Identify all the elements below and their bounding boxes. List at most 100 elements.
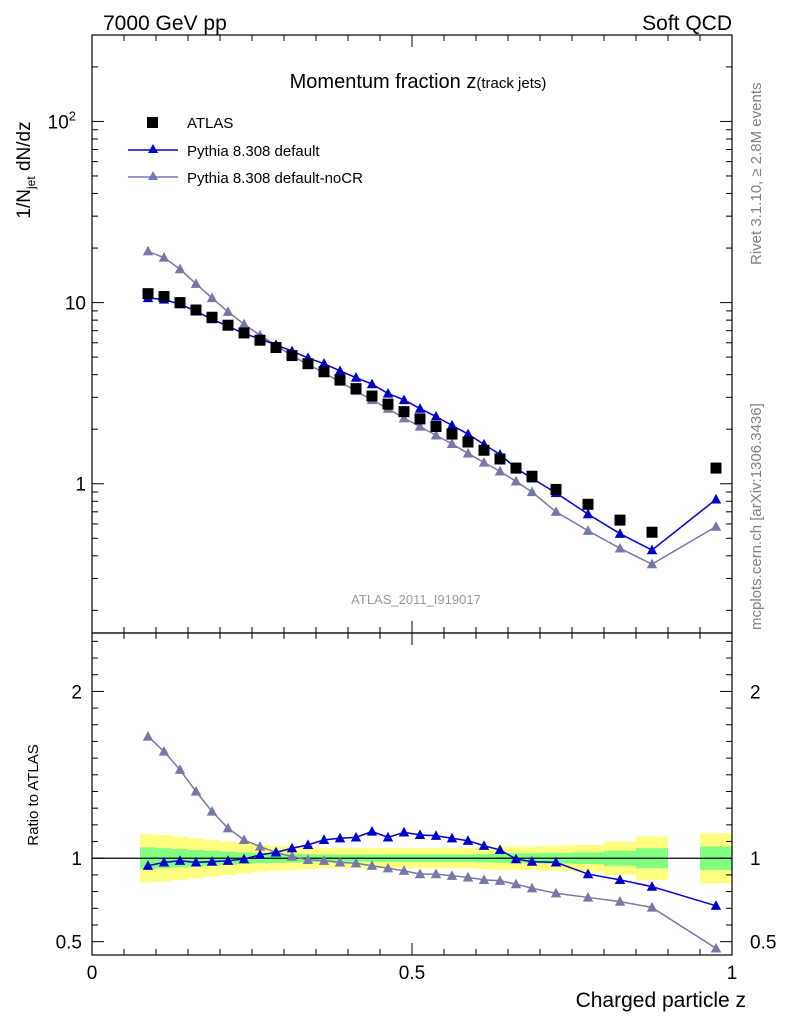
atlas-data-point — [614, 514, 626, 526]
default-main-marker — [710, 493, 722, 504]
nocr-ratio-marker — [174, 764, 186, 774]
atlas-data-point — [254, 334, 266, 346]
nocr-main-marker — [414, 421, 426, 431]
default-ratio-marker — [174, 855, 186, 865]
nocr-ratio-marker — [318, 855, 330, 865]
default-ratio-marker — [646, 881, 658, 891]
nocr-ratio-marker — [382, 862, 394, 873]
atlas-data-point — [582, 498, 594, 510]
ratio-marks — [142, 730, 722, 953]
atlas-data-point — [494, 453, 506, 465]
atlas-data-point — [190, 304, 202, 316]
main-marks — [142, 245, 722, 569]
nocr-ratio-marker — [286, 851, 298, 861]
atlas-data-point — [222, 319, 234, 331]
default-ratio-marker — [710, 900, 722, 910]
default-ratio-marker — [222, 855, 234, 865]
ratio-frame — [91, 632, 733, 956]
default-ratio-marker — [350, 831, 362, 842]
plot-title: Momentum fraction z(track jets) — [290, 71, 547, 93]
default-main-marker — [398, 394, 410, 405]
main-y-tick-label: 102 — [48, 108, 76, 133]
ratio-y-tick-label-right: 2 — [750, 682, 761, 703]
nocr-ratio-marker — [526, 882, 538, 893]
default-ratio-marker — [334, 832, 346, 843]
nocr-main-marker — [174, 263, 186, 274]
atlas-data-point — [510, 462, 522, 474]
x-tick-label: 0.5 — [399, 963, 425, 984]
atlas-data-point — [206, 311, 218, 323]
atlas-data-point — [382, 398, 394, 410]
atlas-data-point — [286, 350, 298, 362]
nocr-main-marker — [462, 447, 474, 458]
atlas-data-point — [646, 526, 658, 538]
legend-default-marker — [148, 144, 158, 153]
nocr-ratio-marker — [302, 854, 314, 865]
default-ratio-marker — [270, 846, 282, 857]
default-main-marker — [646, 544, 658, 555]
legend-atlas-label: ATLAS — [187, 115, 233, 132]
ratio-y-tick-label: 1 — [71, 849, 82, 870]
nocr-main-marker — [494, 465, 506, 476]
default-main-marker — [614, 528, 626, 538]
atlas-data-point — [414, 413, 426, 425]
x-tick-label: 1 — [727, 963, 738, 984]
default-main-marker — [414, 403, 426, 413]
nocr-main-marker — [478, 457, 490, 467]
nocr-ratio-marker — [142, 730, 154, 741]
rivet-version-label: Rivet 3.1.10, ≥ 2.8M events — [748, 83, 765, 266]
nocr-main-marker — [646, 558, 658, 569]
nocr-main-marker — [222, 306, 234, 316]
nocr-ratio-marker — [494, 875, 506, 885]
nocr-ratio-marker — [350, 857, 362, 868]
atlas-data-point — [142, 288, 154, 300]
atlas-data-point — [174, 297, 186, 309]
nocr-ratio-marker — [614, 896, 626, 906]
default-ratio-marker — [462, 835, 474, 845]
default-ratio-marker — [446, 832, 458, 843]
default-ratio-marker — [478, 840, 490, 850]
atlas-data-point — [270, 342, 282, 354]
ratio-panel: 0.5 0.51 12 20 0.5 1 Ratio to ATLAS Charged p… — [25, 632, 776, 1012]
mcplots-reference-label: mcplots.cern.ch [arXiv:1306.3436] — [748, 403, 765, 630]
default-ratio-marker — [158, 856, 170, 867]
default-main-marker — [350, 372, 362, 382]
header-energy-label: 7000 GeV pp — [103, 12, 227, 35]
atlas-data-point — [238, 327, 250, 339]
nocr-ratio-line — [147, 735, 717, 949]
default-main-marker — [430, 411, 442, 421]
nocr-ratio-marker — [414, 868, 426, 879]
ratio-y-tick-label: 2 — [71, 682, 82, 703]
atlas-data-point — [446, 428, 458, 440]
legend-default-label: Pythia 8.308 default — [187, 143, 320, 160]
nocr-main-marker — [710, 521, 722, 531]
main-axis-ticks: 1 10 102 — [48, 34, 733, 633]
default-main-marker — [462, 428, 474, 439]
ratio-y-tick-label-right: 1 — [750, 849, 761, 870]
nocr-ratio-marker — [478, 874, 490, 885]
nocr-main-marker — [614, 542, 626, 553]
default-ratio-marker — [318, 834, 330, 845]
x-axis-label: Charged particle z — [576, 989, 746, 1012]
default-ratio-marker — [254, 849, 266, 860]
nocr-main-marker — [510, 475, 522, 486]
default-main-marker — [366, 378, 378, 389]
nocr-ratio-marker — [646, 901, 658, 912]
atlas-data-point — [302, 358, 314, 370]
default-ratio-marker — [142, 860, 154, 870]
nocr-main-marker — [398, 412, 410, 423]
default-ratio-marker — [582, 868, 594, 879]
atlas-data-point — [430, 421, 442, 433]
legend-nocr-marker — [148, 171, 158, 180]
default-main-marker — [318, 358, 330, 368]
nocr-main-marker — [158, 252, 170, 262]
legend-nocr-label: Pythia 8.308 default-noCR — [187, 170, 363, 187]
default-ratio-marker — [382, 831, 394, 842]
default-main-marker — [334, 365, 346, 375]
nocr-main-marker — [526, 486, 538, 497]
legend-atlas-marker — [147, 117, 158, 128]
header-process-label: Soft QCD — [642, 12, 732, 35]
default-ratio-marker — [414, 829, 426, 840]
legend: ATLAS Pythia 8.308 default Pythia 8.308 … — [128, 115, 363, 187]
